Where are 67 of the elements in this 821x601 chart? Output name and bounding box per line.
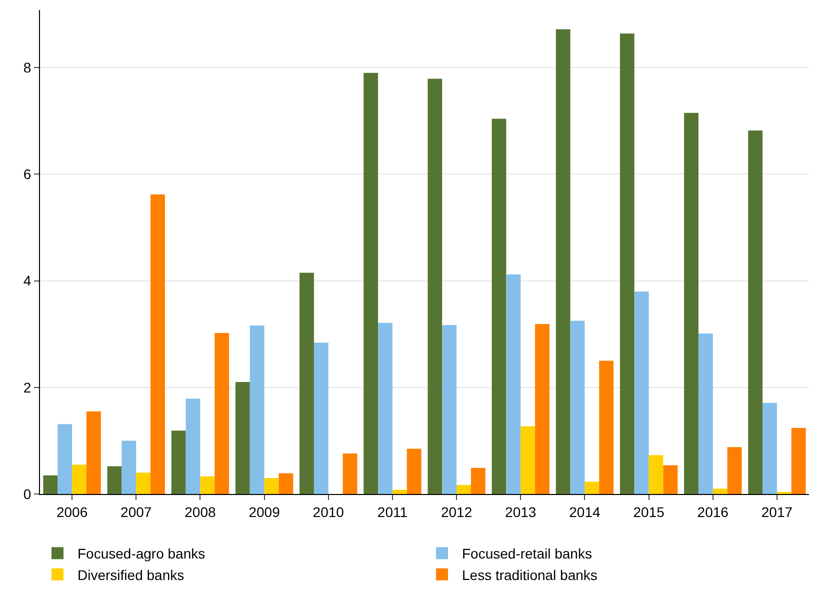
bar [186, 398, 200, 494]
bar [264, 478, 279, 494]
legend-label: Diversified banks [78, 566, 184, 583]
bar [150, 194, 165, 494]
bar [300, 272, 314, 494]
bar [535, 324, 550, 494]
bar [200, 476, 215, 494]
y-tick-label: 0 [23, 486, 32, 502]
legend-label: Focused-retail banks [462, 546, 592, 562]
bar [570, 320, 585, 494]
x-tick-label: 2013 [505, 504, 536, 520]
bar [314, 342, 328, 494]
bar [634, 291, 649, 494]
x-tick-label: 2010 [312, 504, 344, 520]
bar [663, 465, 678, 494]
y-tick-label: 8 [23, 59, 32, 76]
bar [364, 72, 378, 494]
bar [556, 29, 570, 494]
bar [107, 466, 122, 494]
bar [406, 448, 422, 494]
bar [136, 472, 151, 494]
bar [122, 440, 136, 494]
bar [520, 426, 536, 494]
bar [442, 325, 457, 494]
bar [171, 430, 186, 494]
x-tick-label: 2009 [248, 504, 280, 520]
bar [620, 33, 634, 494]
bar [712, 488, 728, 494]
x-tick-label: 2011 [377, 504, 408, 520]
bar [727, 447, 742, 494]
bar [648, 455, 664, 494]
bar [392, 490, 407, 494]
bar [86, 411, 101, 494]
bar [278, 473, 294, 494]
bar [791, 428, 806, 494]
x-tick-label: 2014 [569, 504, 600, 520]
x-tick-label: 2016 [697, 504, 729, 520]
bar [72, 464, 86, 494]
bar [584, 482, 600, 494]
y-tick-label: 2 [23, 379, 32, 396]
bar [378, 322, 392, 494]
bar [43, 475, 58, 494]
legend-label: Less traditional banks [462, 566, 598, 583]
bar [428, 78, 442, 494]
bar [235, 382, 250, 494]
y-tick-label: 4 [23, 272, 32, 289]
y-tick-label: 6 [23, 166, 32, 182]
bar [470, 468, 486, 494]
bar [250, 326, 264, 494]
bar [748, 130, 763, 494]
bar [342, 453, 358, 494]
x-tick-label: 2012 [440, 504, 472, 520]
x-tick-label: 2015 [633, 504, 665, 520]
bar [506, 274, 521, 494]
x-tick-label: 2007 [120, 504, 152, 520]
bar [214, 333, 230, 494]
legend-label: Focused-agro banks [78, 546, 206, 562]
x-tick-label: 2017 [761, 504, 793, 520]
bar [58, 424, 72, 494]
bar [492, 118, 506, 494]
x-tick-label: 2008 [184, 504, 216, 520]
bar [762, 402, 777, 494]
x-tick-label: 2006 [56, 504, 88, 520]
bar [456, 484, 471, 494]
bar [599, 360, 614, 494]
bar [684, 112, 698, 494]
bar [698, 334, 713, 494]
